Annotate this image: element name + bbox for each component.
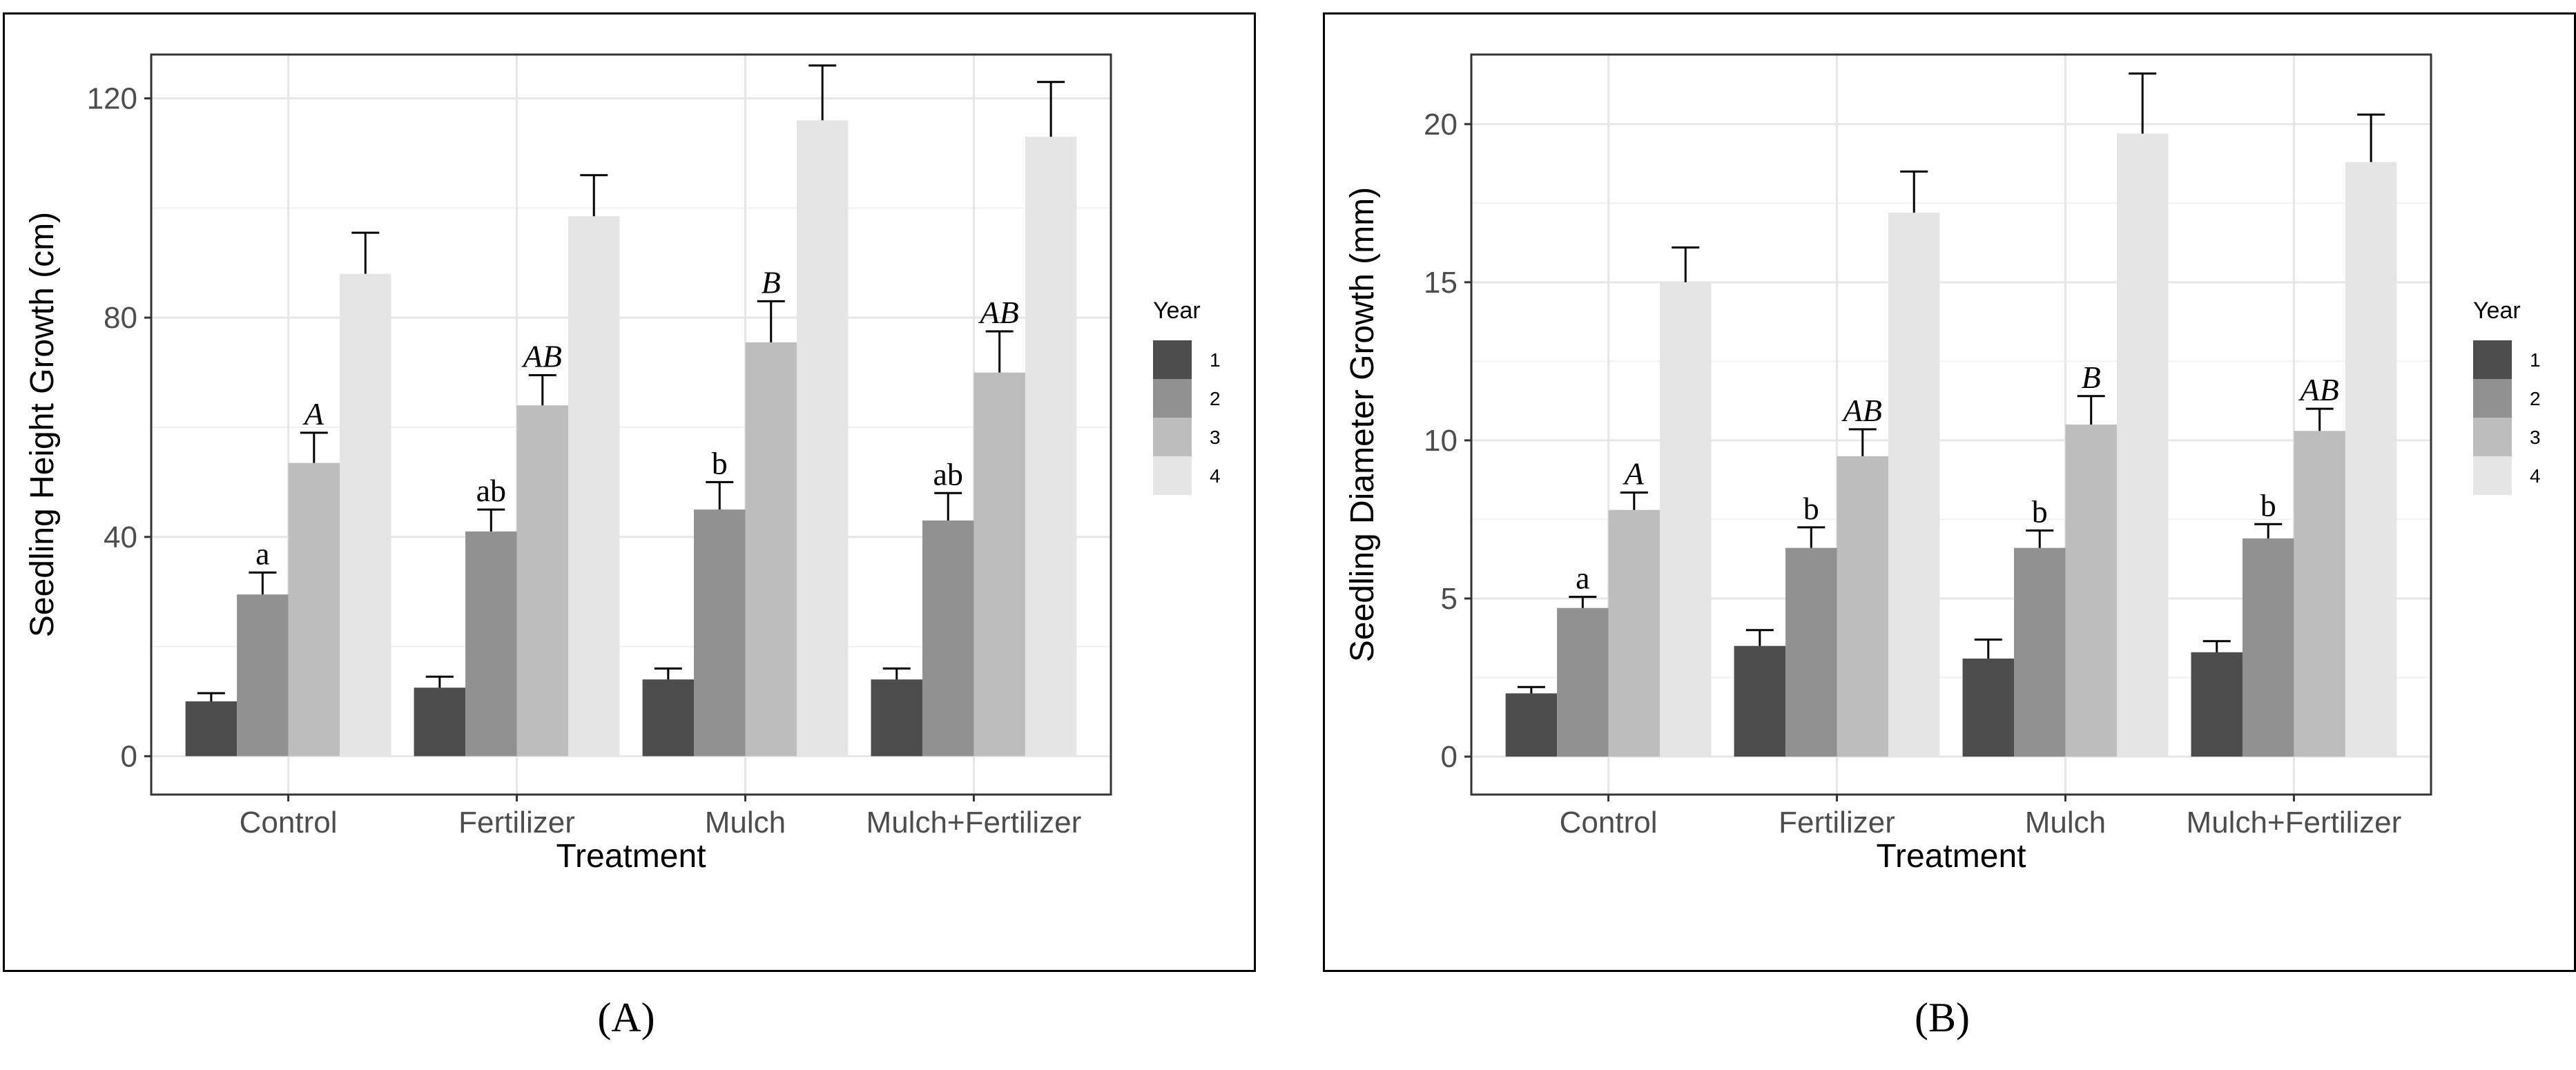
bar <box>974 372 1025 757</box>
caption-a: (A) <box>597 995 655 1040</box>
bar <box>871 679 922 757</box>
plot-border <box>1470 53 2432 796</box>
x-tick-label: Mulch+Fertilizer <box>2187 806 2402 839</box>
bar <box>2065 425 2117 757</box>
bar <box>2294 431 2345 757</box>
bar <box>2345 162 2397 757</box>
bar <box>2242 538 2294 757</box>
significance-label: ab <box>476 473 506 508</box>
legend-label: 3 <box>1210 427 1221 448</box>
x-tick-label: Fertilizer <box>1779 806 1895 839</box>
bar <box>1025 137 1077 757</box>
bar <box>414 688 466 757</box>
significance-label: ab <box>933 456 962 492</box>
legend-key <box>1153 340 1192 379</box>
legend-label: 2 <box>1210 388 1221 409</box>
bar <box>516 405 568 757</box>
chart-panel-a: a ab b ab A AB B AB 0 40 80 120 Control Fertilizer Mul… <box>3 12 1256 972</box>
bar <box>2191 652 2243 757</box>
bar <box>237 594 289 757</box>
bar <box>340 273 391 757</box>
y-axis-title: Seedling Diameter Growth (mm) <box>1344 187 1381 662</box>
x-axis-title: Treatment <box>1877 838 2026 875</box>
x-tick-label: Mulch <box>2025 806 2106 839</box>
significance-label: B <box>2082 360 2101 395</box>
plot-border <box>150 53 1112 796</box>
significance-label: AB <box>978 295 1019 330</box>
y-tick-label: 0 <box>121 739 137 773</box>
bar <box>745 342 797 757</box>
legend-label: 4 <box>2530 465 2541 487</box>
x-axis-title: Treatment <box>556 838 706 875</box>
bar <box>796 120 849 757</box>
legend-label: 1 <box>1210 349 1221 371</box>
bar <box>694 509 746 757</box>
bar <box>1608 509 1660 757</box>
significance-label: AB <box>521 339 562 374</box>
bar <box>1962 659 2015 757</box>
bar <box>642 679 695 757</box>
bar <box>1660 282 1712 757</box>
y-tick-label: 0 <box>1441 740 1458 774</box>
legend-key <box>2473 418 2512 456</box>
significance-label: A <box>1623 456 1645 491</box>
bar <box>185 701 238 757</box>
legend-key <box>2473 340 2512 379</box>
significance-label: b <box>712 445 728 480</box>
caption-b: (B) <box>1915 995 1970 1040</box>
legend-title: Year <box>1153 298 1201 324</box>
bar <box>2014 547 2066 757</box>
significance-label: a <box>1576 561 1589 596</box>
y-tick-label: 20 <box>1424 108 1458 142</box>
x-tick-label: Mulch <box>705 806 786 839</box>
significance-label: b <box>2032 494 2048 529</box>
legend-label: 2 <box>2530 388 2541 409</box>
bar <box>1785 547 1837 757</box>
legend-key <box>2473 379 2512 418</box>
bar <box>922 520 974 757</box>
significance-label: A <box>302 396 325 431</box>
significance-label: b <box>2260 487 2276 523</box>
y-tick-label: 120 <box>87 82 137 116</box>
bar <box>568 216 620 757</box>
x-tick-label: Control <box>240 806 338 839</box>
y-tick-label: 10 <box>1424 424 1458 458</box>
chart-panel-b: a b b b A AB B AB 0 5 10 15 20 Control Fertilizer Mulch… <box>1323 12 2576 972</box>
x-tick-label: Mulch+Fertilizer <box>866 806 1082 839</box>
y-axis-title: Seedling Height Growth (cm) <box>24 212 61 637</box>
bar <box>1505 693 1558 757</box>
diameter-growth-chart: a b b b A AB B AB 0 5 10 15 20 Control Fertilizer Mulch… <box>1344 53 2541 875</box>
significance-label: b <box>1803 491 1819 526</box>
bar <box>465 531 517 757</box>
significance-label: AB <box>1841 393 1882 428</box>
y-tick-label: 5 <box>1441 582 1458 616</box>
y-tick-label: 15 <box>1424 266 1458 300</box>
significance-label: AB <box>2298 372 2339 407</box>
legend-label: 4 <box>1210 465 1221 487</box>
x-tick-label: Control <box>1560 806 1658 839</box>
legend-key <box>1153 418 1192 456</box>
bar <box>288 463 340 757</box>
bar <box>1734 645 1786 757</box>
x-tick-label: Fertilizer <box>458 806 575 839</box>
y-tick-label: 80 <box>104 301 137 335</box>
height-growth-chart: a ab b ab A AB B AB 0 40 80 120 Control Fertilizer Mul… <box>24 53 1221 875</box>
bar <box>1557 607 1609 757</box>
bar <box>2116 133 2169 757</box>
legend-key <box>1153 379 1192 418</box>
y-tick-label: 40 <box>104 521 137 554</box>
bar <box>1837 456 1888 757</box>
significance-label: a <box>255 536 269 571</box>
legend-label: 1 <box>2530 349 2541 371</box>
legend-label: 3 <box>2530 427 2541 448</box>
legend-key <box>2473 456 2512 495</box>
significance-label: B <box>762 264 781 300</box>
legend-key <box>1153 456 1192 495</box>
bar <box>1888 213 1940 757</box>
legend-title: Year <box>2473 298 2521 324</box>
